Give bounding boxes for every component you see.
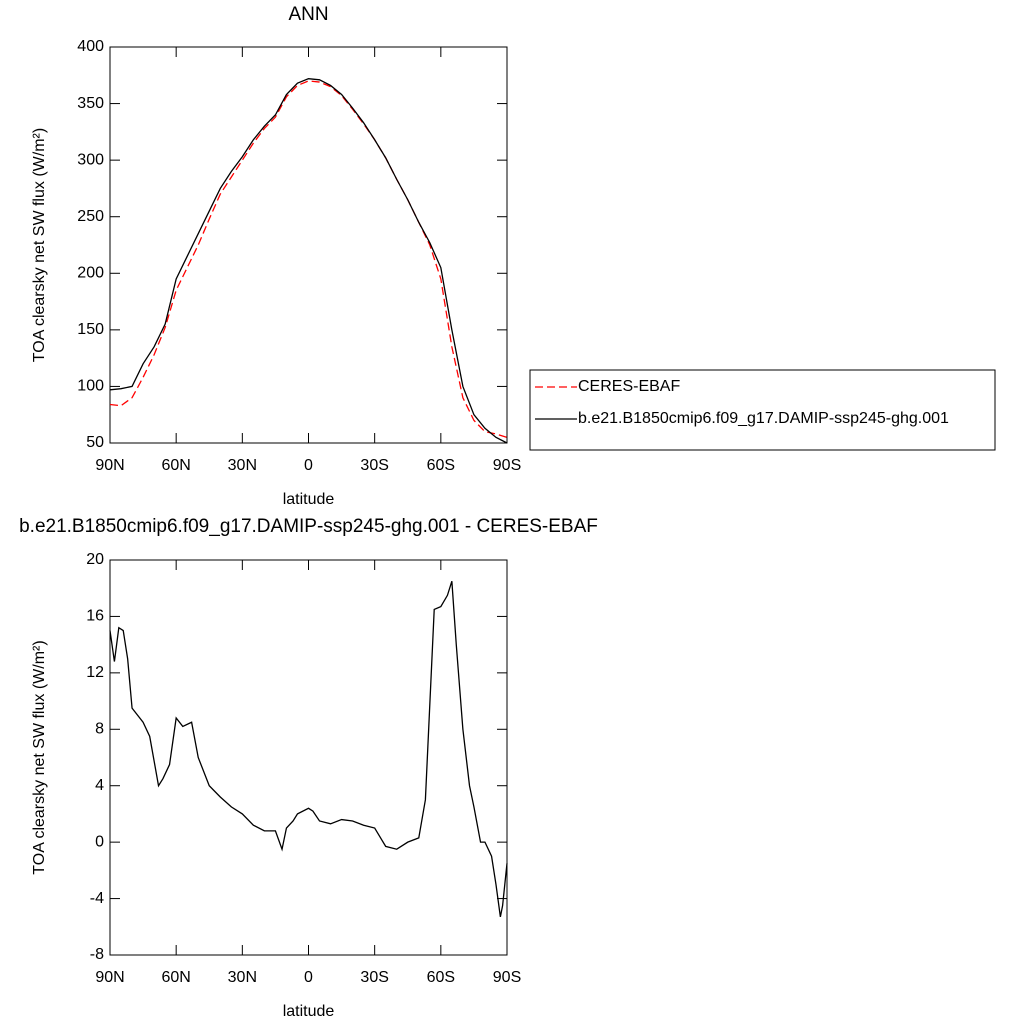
x-tick-label: 30S (360, 969, 388, 986)
data-line (109, 78, 508, 444)
y-tick-label: 250 (77, 208, 104, 225)
legend-label: b.e21.B1850cmip6.f09_g17.DAMIP-ssp245-gh… (578, 410, 949, 427)
data-line (109, 80, 508, 438)
data-line (109, 580, 508, 918)
plot-frame (109, 559, 508, 956)
x-tick-label: 60S (427, 457, 455, 474)
y-axis-label: TOA clearsky net SW flux (W/m²) (31, 128, 48, 362)
y-tick-label: 20 (86, 551, 104, 568)
x-tick-label: 90S (493, 457, 521, 474)
y-axis-label: TOA clearsky net SW flux (W/m²) (31, 640, 48, 874)
y-tick-label: 4 (95, 777, 104, 794)
y-tick-label: 12 (86, 664, 104, 681)
x-tick-label: 90N (95, 969, 124, 986)
y-tick-label: 400 (77, 38, 104, 55)
x-tick-label: 60N (161, 969, 190, 986)
x-tick-label: 60S (427, 969, 455, 986)
x-tick-label: 30N (228, 457, 257, 474)
plot-frame (109, 46, 508, 444)
x-axis-label: latitude (283, 491, 335, 508)
chart-title: b.e21.B1850cmip6.f09_g17.DAMIP-ssp245-gh… (19, 516, 598, 537)
y-tick-label: 16 (86, 608, 104, 625)
x-tick-label: 0 (304, 457, 313, 474)
x-tick-label: 90S (493, 969, 521, 986)
y-tick-label: 150 (77, 321, 104, 338)
x-axis-label: latitude (283, 1003, 335, 1020)
y-tick-label: 8 (95, 721, 104, 738)
legend-box (529, 369, 996, 451)
x-tick-label: 0 (304, 969, 313, 986)
y-tick-label: 300 (77, 151, 104, 168)
y-tick-label: 200 (77, 265, 104, 282)
legend-label: CERES-EBAF (578, 378, 680, 395)
x-tick-label: 60N (161, 457, 190, 474)
chart-title: ANN (288, 4, 328, 25)
y-tick-label: -4 (90, 890, 104, 907)
y-tick-label: -8 (90, 946, 104, 963)
x-tick-label: 30S (360, 457, 388, 474)
y-tick-label: 350 (77, 95, 104, 112)
y-tick-label: 50 (86, 434, 104, 451)
x-tick-label: 30N (228, 969, 257, 986)
y-tick-label: 0 (95, 833, 104, 850)
y-tick-label: 100 (77, 378, 104, 395)
x-tick-label: 90N (95, 457, 124, 474)
